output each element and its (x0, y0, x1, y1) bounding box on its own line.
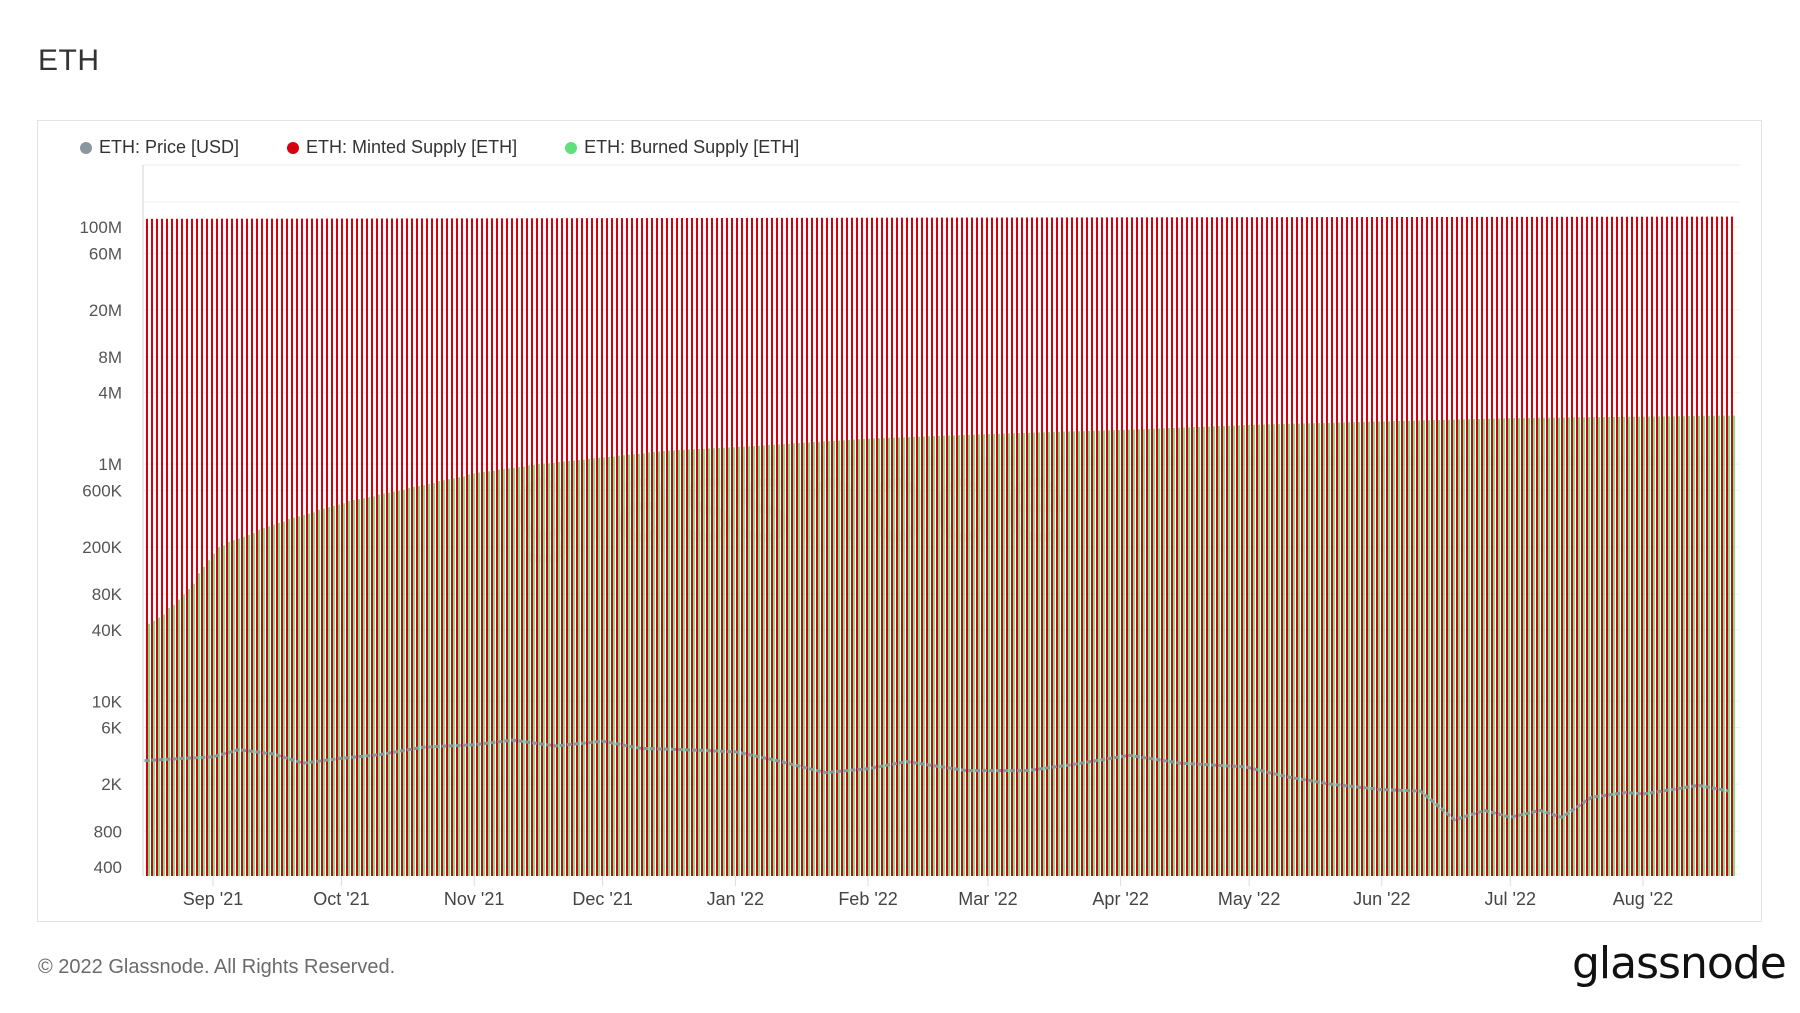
legend-dot-icon (80, 141, 92, 154)
svg-text:10K: 10K (92, 692, 123, 711)
svg-text:60M: 60M (89, 244, 122, 263)
footer-copyright: © 2022 Glassnode. All Rights Reserved. (38, 956, 396, 978)
legend-label: ETH: Price [USD] (99, 137, 240, 157)
legend-label: ETH: Burned Supply [ETH] (584, 137, 800, 157)
svg-text:Jul '22: Jul '22 (1485, 889, 1536, 909)
svg-text:400: 400 (94, 858, 122, 877)
svg-text:200K: 200K (82, 538, 122, 557)
legend-dot-icon (565, 141, 578, 154)
svg-text:20M: 20M (89, 301, 122, 320)
svg-text:Jan '22: Jan '22 (707, 889, 764, 909)
x-axis-ticks: Sep '21 Oct '21 Nov '21 Dec '21 Jan '22 Feb '… (183, 876, 1674, 909)
y-axis-ticks: 100M 60M 20M 8M 4M 1M 600K 200K 80K 40K 10K 6K 2K 800… (79, 218, 122, 877)
svg-text:80K: 80K (92, 585, 123, 604)
svg-text:1M: 1M (98, 455, 122, 474)
price-line-series (144, 738, 1729, 822)
svg-text:6K: 6K (101, 719, 122, 738)
svg-text:8M: 8M (98, 348, 122, 367)
svg-text:Aug '22: Aug '22 (1613, 889, 1674, 909)
svg-text:Mar '22: Mar '22 (958, 889, 1017, 909)
svg-text:2K: 2K (101, 775, 122, 794)
svg-text:800: 800 (94, 822, 122, 841)
legend-label: ETH: Minted Supply [ETH] (306, 137, 518, 157)
svg-text:Jun '22: Jun '22 (1353, 889, 1410, 909)
svg-text:100M: 100M (79, 218, 122, 237)
svg-text:Feb '22: Feb '22 (838, 889, 897, 909)
svg-text:Apr '22: Apr '22 (1092, 889, 1148, 909)
svg-text:May '22: May '22 (1218, 889, 1280, 909)
legend-item-burned-supply[interactable]: ETH: Burned Supply [ETH] (565, 137, 799, 158)
legend-dot-icon (287, 141, 300, 154)
svg-text:40K: 40K (92, 621, 123, 640)
glassnode-logo[interactable]: glassnode (1572, 938, 1787, 989)
svg-text:Oct '21: Oct '21 (313, 889, 369, 909)
svg-text:Nov '21: Nov '21 (444, 889, 504, 909)
chart-legend: ETH: Price [USD] ETH: Minted Supply [ETH… (80, 137, 847, 158)
bar-series (146, 216, 1735, 877)
chart-plot-area[interactable]: glassnode 100M60M20M8M4M1M600K200K80K40K… (0, 0, 1800, 930)
legend-item-minted-supply[interactable]: ETH: Minted Supply [ETH] (287, 137, 517, 158)
svg-text:Dec '21: Dec '21 (572, 889, 632, 909)
svg-text:4M: 4M (98, 384, 122, 403)
svg-text:Sep '21: Sep '21 (183, 889, 244, 909)
legend-item-price[interactable]: ETH: Price [USD] (80, 137, 239, 158)
svg-text:600K: 600K (82, 481, 122, 500)
page-title: ETH (38, 44, 100, 77)
